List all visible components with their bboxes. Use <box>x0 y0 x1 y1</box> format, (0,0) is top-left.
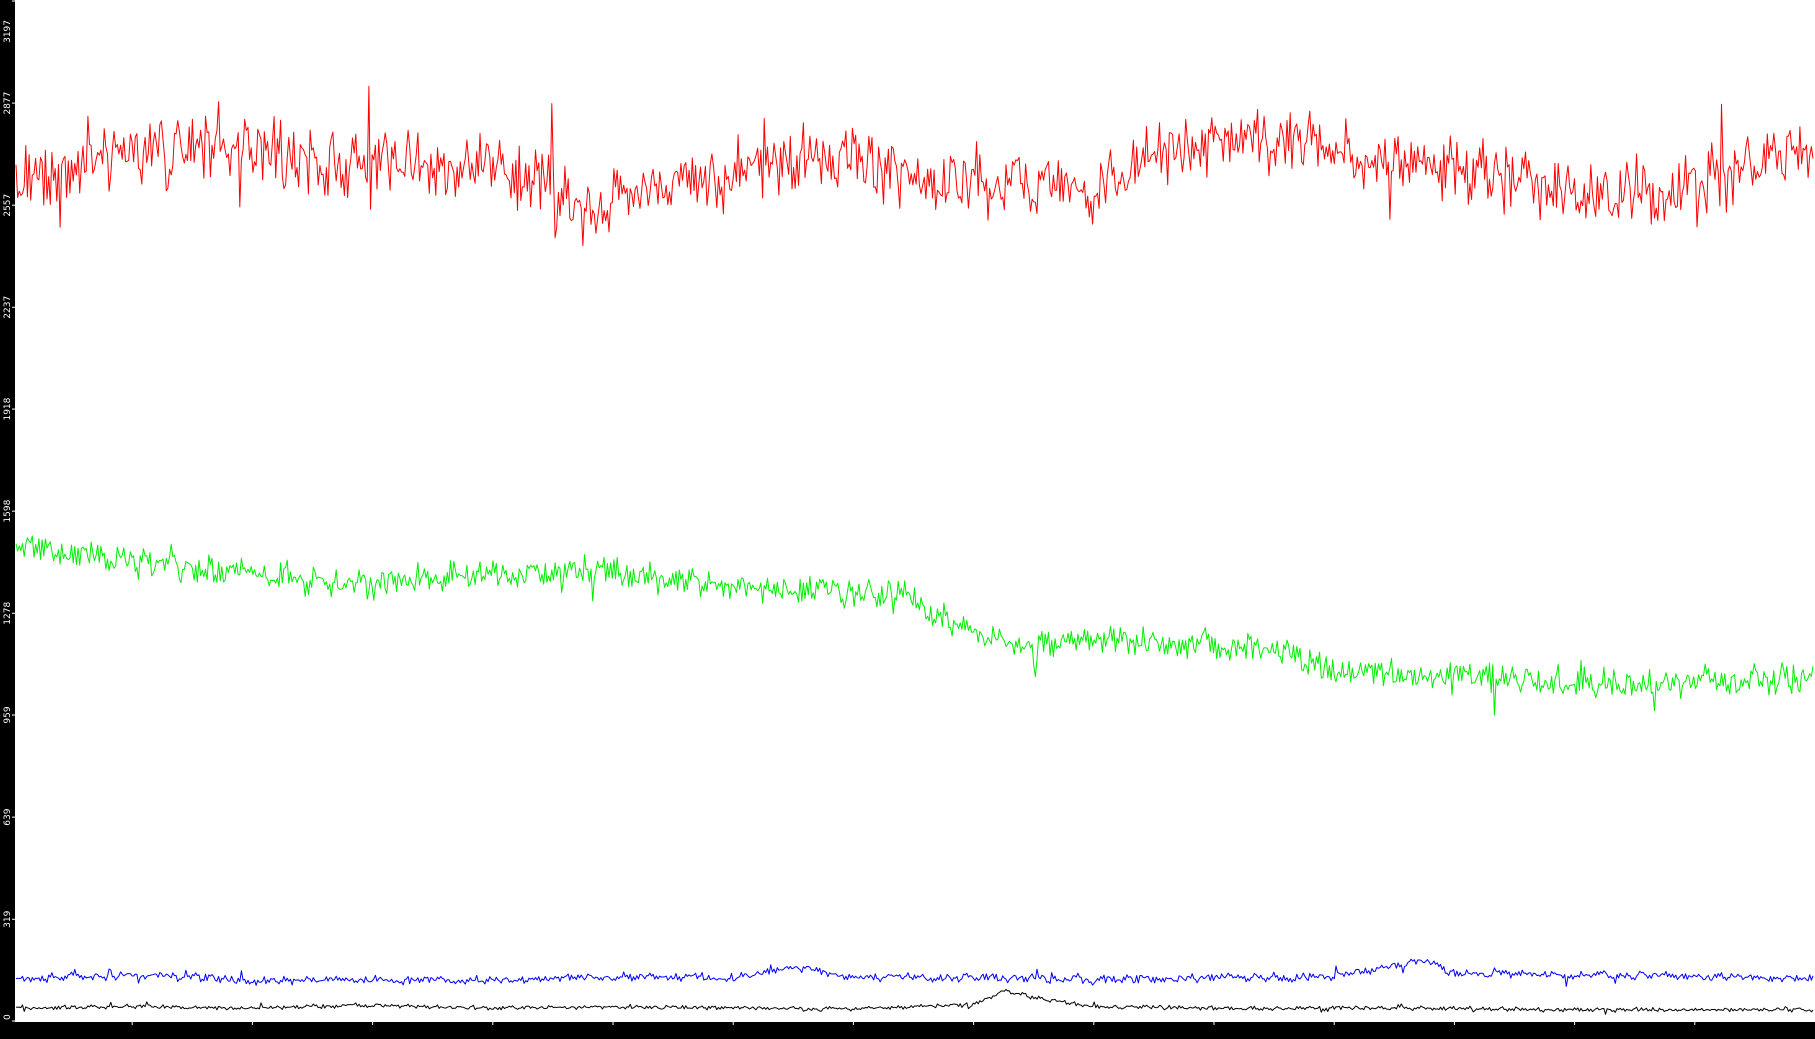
x-tick-label: 14:04 <box>480 1028 506 1038</box>
y-tick-label: 1918 <box>3 397 13 420</box>
y-tick-label: 1598 <box>3 499 13 522</box>
x-tick-label: 14:14 <box>1682 1028 1708 1038</box>
x-tick-label: 14:01 <box>119 1028 145 1038</box>
y-axis-bar <box>0 0 15 1022</box>
y-tick-label: 639 <box>3 808 13 825</box>
series-line-4 <box>15 988 1814 1015</box>
x-tick-label: 14:03 <box>360 1028 386 1038</box>
x-tick-label: 14:10 <box>1201 1028 1227 1038</box>
y-tick-label: 2877 <box>3 92 13 115</box>
x-axis: 14:01 14:02 14:03 14:04 14:05 14:06 14:07 14:08… <box>119 1022 1708 1038</box>
y-tick-label: 2237 <box>3 296 13 319</box>
x-tick-label: 14:07 <box>840 1028 866 1038</box>
y-tick-label: 959 <box>3 706 13 723</box>
y-axis: 0 319 639 959 1278 1598 1918 2237 2557 2877 3197 <box>3 0 15 1022</box>
y-tick-label: 319 <box>3 910 13 927</box>
x-axis-bar <box>0 1022 1815 1039</box>
x-tick-label: 14:09 <box>1081 1028 1107 1038</box>
x-tick-label: 14:06 <box>720 1028 746 1038</box>
x-tick-label: 14:08 <box>961 1028 987 1038</box>
y-tick-label: 2557 <box>3 194 13 217</box>
x-tick-label: 14:13 <box>1562 1028 1588 1038</box>
series-line-1 <box>15 85 1814 247</box>
x-tick-label: 14:11 <box>1321 1028 1347 1038</box>
x-tick-label: 14:02 <box>239 1028 265 1038</box>
x-tick-label: 14:05 <box>600 1028 626 1038</box>
y-tick-label: 0 <box>3 1014 13 1020</box>
series-line-3 <box>15 958 1814 987</box>
y-tick-label: 1278 <box>3 602 13 625</box>
series-line-2 <box>15 535 1814 716</box>
y-tick-label: 3197 <box>3 20 13 43</box>
series-lines <box>15 85 1814 1015</box>
x-tick-label: 14:12 <box>1441 1028 1467 1038</box>
